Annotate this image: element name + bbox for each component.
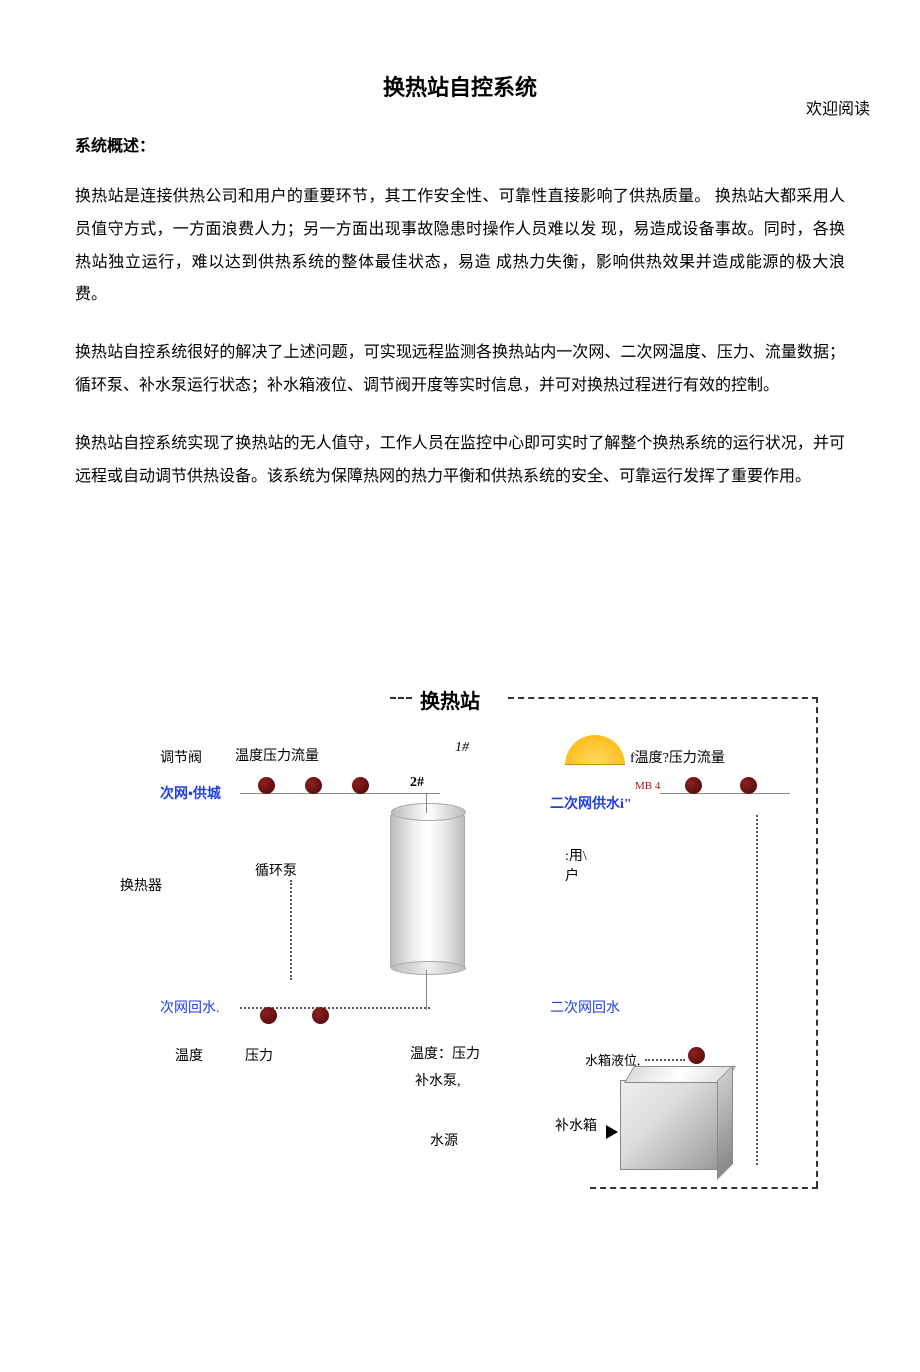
diagram-title: 换热站 — [420, 685, 480, 714]
label-source: 水源 — [430, 1130, 458, 1150]
cyl-in — [426, 793, 427, 813]
label-user: :用\ 户 — [565, 845, 587, 885]
label-return-left: 次网回水. — [160, 997, 220, 1017]
sensor-dot — [685, 777, 702, 794]
label-exchanger: 换热器 — [120, 875, 162, 895]
frame-right — [816, 697, 818, 1187]
sensor-dot — [260, 1007, 277, 1024]
label-mb4: MB 4 — [635, 780, 660, 792]
label-makeup-tank: 补水箱 — [555, 1115, 597, 1135]
label-temp-press: 温度：压力 — [410, 1043, 480, 1063]
arc-icon — [565, 735, 625, 765]
paragraph-3: 换热站自控系统实现了换热站的无人值守，工作人员在监控中心即可实时了解整个换热系统… — [75, 428, 845, 494]
header-welcome: 欢迎阅读 — [806, 95, 870, 119]
dotted-v-right — [756, 815, 758, 1165]
arrow-icon — [606, 1125, 618, 1139]
cyl-out — [426, 970, 427, 1010]
frame-top — [508, 697, 818, 699]
frame-bottom — [590, 1187, 818, 1189]
label-num1: 1# — [455, 740, 469, 756]
label-tpf-right: f温度?压力流量 — [630, 747, 725, 767]
label-valve: 调节阀 — [160, 747, 202, 767]
supply-line-right — [660, 793, 790, 794]
sensor-dot — [312, 1007, 329, 1024]
label-press: 压力 — [245, 1045, 273, 1065]
page-title: 换热站自控系统 — [0, 70, 920, 102]
cylinder-icon — [390, 810, 465, 970]
dotted-h-tank — [645, 1059, 685, 1061]
sensor-dot — [305, 777, 322, 794]
label-tank-level: 水箱液位, — [585, 1050, 640, 1069]
label-makeup-pump: 补水泵, — [415, 1070, 461, 1090]
label-circ-pump: 循环泵 — [255, 860, 297, 880]
paragraph-1: 换热站是连接供热公司和用户的重要环节，其工作安全性、可靠性直接影响了供热质量。 … — [75, 181, 845, 312]
dotted-v — [290, 880, 292, 980]
tank-cube-icon — [620, 1080, 720, 1170]
sensor-dot — [740, 777, 757, 794]
label-supply-right: 二次网供水i" — [550, 793, 632, 813]
sensor-dot — [258, 777, 275, 794]
label-return-right: 二次网回水 — [550, 997, 620, 1017]
label-num2: 2# — [410, 775, 424, 791]
diagram-container: 换热站 调节阀 温度压力流量 1# f温度?压力流量 次网•供城 2# MB 4… — [90, 685, 850, 1205]
sensor-dot — [352, 777, 369, 794]
paragraph-2: 换热站自控系统很好的解决了上述问题，可实现远程监测各换热站内一次网、二次网温度、… — [75, 337, 845, 403]
frame-dash-seg — [390, 697, 412, 699]
label-tpf-left: 温度压力流量 — [235, 745, 319, 765]
label-temp: 温度 — [175, 1045, 203, 1065]
section-heading: 系统概述： — [75, 132, 920, 156]
sensor-dot — [688, 1047, 705, 1064]
label-supply-left: 次网•供城 — [160, 783, 221, 803]
